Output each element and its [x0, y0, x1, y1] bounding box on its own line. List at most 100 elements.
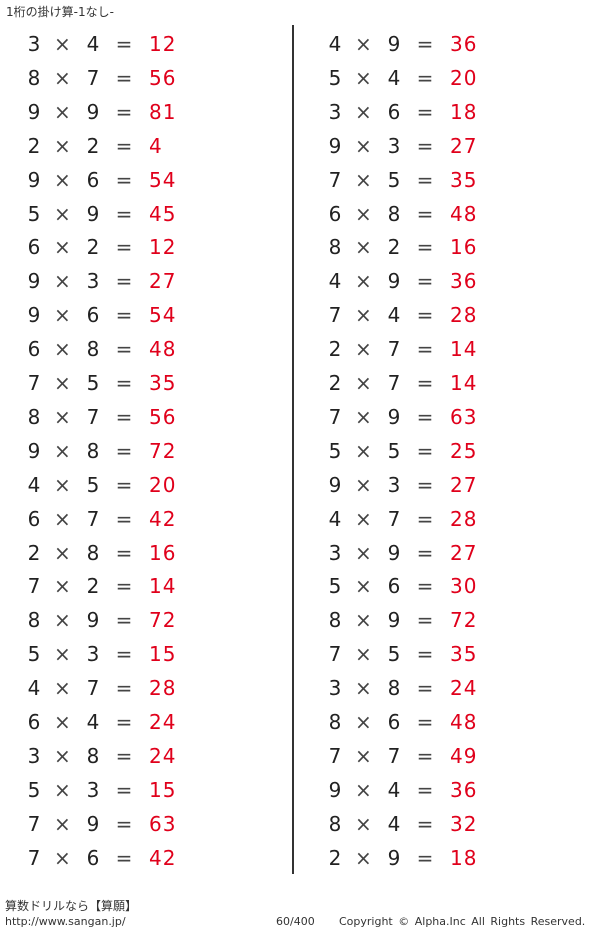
answer: 24 [149, 743, 177, 768]
answer: 81 [149, 99, 177, 124]
operand-b: 9 [387, 845, 401, 870]
answer: 72 [149, 608, 177, 633]
equals-sign: = [416, 574, 434, 599]
operand-a: 8 [27, 65, 41, 90]
operand-a: 8 [328, 710, 342, 734]
operand-b: 4 [86, 710, 100, 734]
answer: 12 [149, 235, 177, 260]
operand-b: 8 [86, 337, 100, 362]
equals-sign: = [416, 811, 434, 836]
times-sign: × [54, 506, 71, 531]
answer: 14 [450, 337, 478, 362]
answer: 15 [149, 777, 177, 802]
equals-sign: = [416, 303, 434, 328]
operand-a: 5 [328, 574, 342, 599]
times-sign: × [355, 472, 372, 497]
problem-row: 3 × 6 = 18 [327, 97, 587, 127]
operand-a: 3 [27, 32, 41, 56]
operand-b: 4 [387, 303, 401, 328]
answer: 15 [149, 642, 177, 667]
footer-url[interactable]: http://www.sangan.jp/ [5, 915, 126, 928]
answer: 24 [450, 676, 478, 701]
times-sign: × [355, 438, 372, 463]
equals-sign: = [416, 371, 434, 395]
equals-sign: = [416, 133, 434, 158]
operand-b: 6 [86, 303, 100, 328]
equals-sign: = [115, 676, 133, 701]
problem-row: 9 × 4 = 36 [327, 775, 587, 805]
operand-a: 9 [328, 472, 342, 497]
times-sign: × [355, 32, 372, 56]
operand-b: 5 [86, 371, 100, 395]
times-sign: × [355, 167, 372, 192]
problem-row: 6 × 4 = 24 [26, 707, 286, 737]
problem-row: 9 × 9 = 81 [26, 97, 286, 127]
operand-a: 8 [328, 608, 342, 633]
problem-row: 4 × 7 = 28 [327, 504, 587, 534]
answer: 20 [149, 472, 177, 497]
answer: 32 [450, 811, 478, 836]
operand-a: 9 [328, 133, 342, 158]
equals-sign: = [115, 65, 133, 90]
operand-b: 9 [387, 540, 401, 565]
copyright: Copyright © Alpha.Inc All Rights Reserve… [339, 915, 586, 928]
problem-row: 2 × 8 = 16 [26, 538, 286, 568]
operand-b: 9 [387, 404, 401, 429]
operand-a: 8 [27, 608, 41, 633]
equals-sign: = [115, 811, 133, 836]
equals-sign: = [115, 133, 133, 158]
operand-a: 7 [328, 404, 342, 429]
times-sign: × [54, 777, 71, 802]
operand-b: 8 [86, 743, 100, 768]
times-sign: × [54, 608, 71, 633]
answer: 72 [450, 608, 478, 633]
operand-b: 5 [387, 438, 401, 463]
problem-row: 3 × 4 = 12 [26, 29, 286, 59]
operand-a: 7 [328, 642, 342, 667]
operand-a: 8 [328, 235, 342, 260]
problem-row: 9 × 6 = 54 [26, 300, 286, 330]
problem-row: 5 × 3 = 15 [26, 775, 286, 805]
answer: 45 [149, 201, 177, 226]
answer: 30 [450, 574, 478, 599]
problem-row: 2 × 9 = 18 [327, 843, 587, 873]
equals-sign: = [115, 710, 133, 734]
equals-sign: = [115, 303, 133, 328]
equals-sign: = [115, 269, 133, 294]
answer: 18 [450, 845, 478, 870]
equals-sign: = [416, 65, 434, 90]
operand-b: 6 [86, 845, 100, 870]
operand-b: 8 [387, 201, 401, 226]
operand-b: 3 [86, 269, 100, 294]
problem-row: 6 × 8 = 48 [327, 199, 587, 229]
operand-a: 9 [27, 438, 41, 463]
answer: 49 [450, 743, 478, 768]
operand-a: 9 [328, 777, 342, 802]
operand-b: 3 [387, 133, 401, 158]
problem-row: 6 × 7 = 42 [26, 504, 286, 534]
answer: 56 [149, 65, 177, 90]
operand-b: 2 [86, 133, 100, 158]
operand-a: 6 [27, 337, 41, 362]
equals-sign: = [416, 201, 434, 226]
footer-brand: 算数ドリルなら【算願】 [5, 899, 138, 913]
problem-row: 5 × 4 = 20 [327, 63, 587, 93]
problem-row: 8 × 9 = 72 [26, 605, 286, 635]
answer: 35 [450, 167, 478, 192]
operand-a: 8 [27, 404, 41, 429]
problem-row: 9 × 3 = 27 [26, 266, 286, 296]
answer: 25 [450, 438, 478, 463]
operand-b: 9 [86, 811, 100, 836]
operand-b: 4 [387, 811, 401, 836]
operand-a: 6 [328, 201, 342, 226]
operand-b: 2 [387, 235, 401, 260]
problem-row: 5 × 3 = 15 [26, 639, 286, 669]
operand-b: 6 [387, 574, 401, 599]
times-sign: × [54, 811, 71, 836]
equals-sign: = [416, 743, 434, 768]
problem-row: 2 × 7 = 14 [327, 334, 587, 364]
answer: 54 [149, 303, 177, 328]
operand-b: 7 [86, 404, 100, 429]
equals-sign: = [115, 472, 133, 497]
